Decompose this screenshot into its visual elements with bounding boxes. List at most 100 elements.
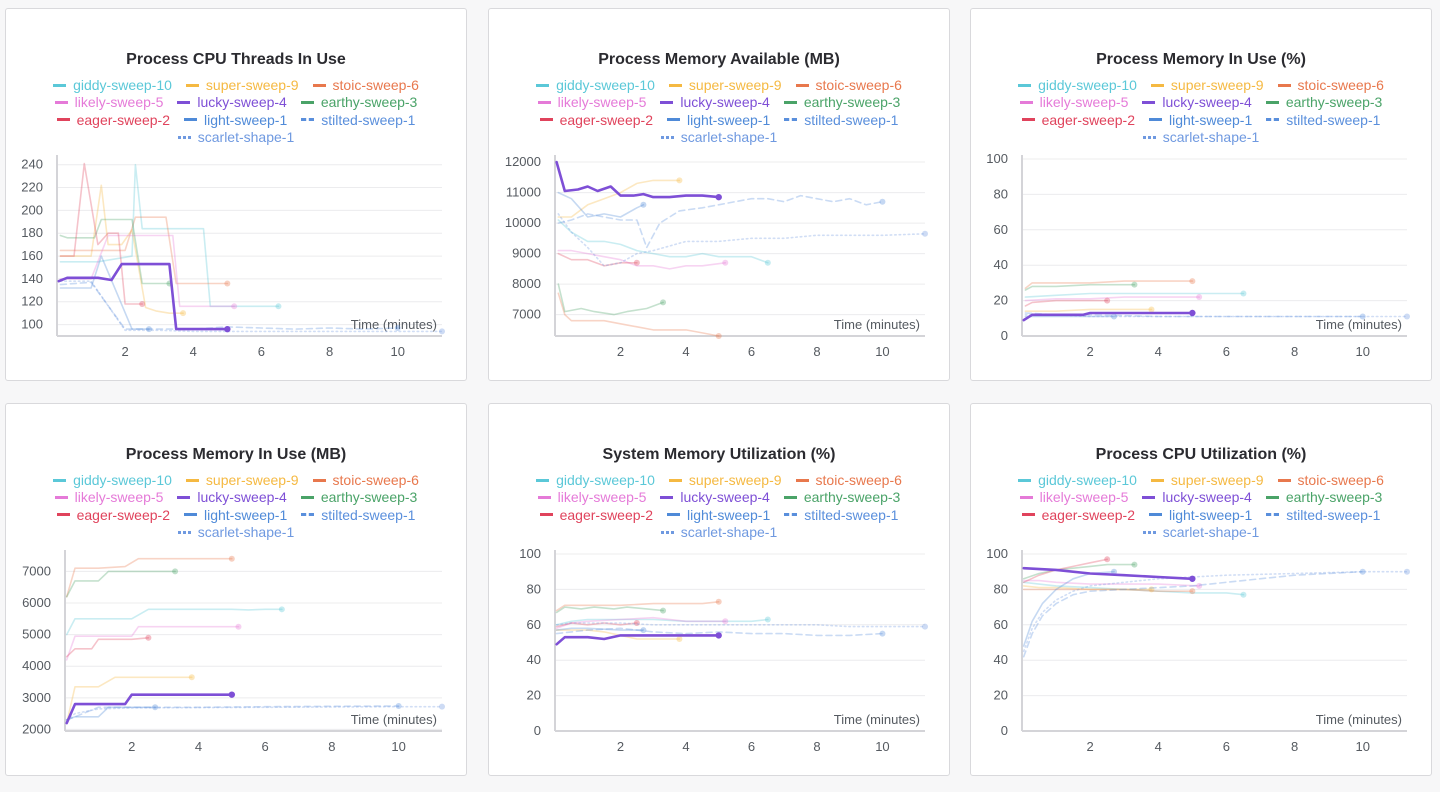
series-line-eager-sweep-2[interactable] bbox=[555, 622, 638, 628]
legend-item[interactable]: eager-sweep-2 bbox=[56, 112, 170, 129]
series-line-giddy-sweep-10[interactable] bbox=[59, 163, 280, 308]
series-end-point[interactable] bbox=[764, 259, 771, 266]
series-end-point[interactable] bbox=[715, 598, 722, 605]
legend-item[interactable]: eager-sweep-2 bbox=[539, 112, 653, 129]
legend-item[interactable]: earthy-sweep-3 bbox=[300, 94, 417, 111]
series-end-point[interactable] bbox=[1148, 586, 1155, 593]
series-line-lucky-sweep-4[interactable] bbox=[555, 634, 720, 646]
series-line-earthy-sweep-3[interactable] bbox=[1024, 283, 1136, 291]
legend-item[interactable]: scarlet-shape-1 bbox=[1142, 524, 1259, 541]
legend-item[interactable]: likely-sweep-5 bbox=[54, 489, 163, 506]
series-end-point[interactable] bbox=[660, 607, 667, 614]
series-end-point[interactable] bbox=[879, 630, 886, 637]
legend-item[interactable]: light-sweep-1 bbox=[183, 112, 287, 129]
legend-item[interactable]: stilted-sweep-1 bbox=[301, 507, 415, 524]
series-end-point[interactable] bbox=[1240, 591, 1247, 598]
legend-item[interactable]: light-sweep-1 bbox=[666, 112, 770, 129]
series-line-super-sweep-9[interactable] bbox=[59, 184, 184, 315]
series-line-stilted-sweep-1[interactable] bbox=[555, 627, 884, 637]
series-end-point[interactable] bbox=[145, 634, 152, 641]
series-end-point[interactable] bbox=[640, 627, 647, 634]
series-line-eager-sweep-2[interactable] bbox=[557, 252, 638, 267]
legend-item[interactable]: super-sweep-9 bbox=[1150, 472, 1264, 489]
series-line-stilted-sweep-1[interactable] bbox=[557, 194, 884, 249]
series-line-stoic-sweep-6[interactable] bbox=[555, 601, 720, 612]
series-line-giddy-sweep-10[interactable] bbox=[557, 219, 769, 264]
series-end-point[interactable] bbox=[1131, 561, 1138, 568]
series-end-point[interactable] bbox=[1196, 294, 1203, 301]
series-line-likely-sweep-5[interactable] bbox=[1024, 296, 1200, 302]
legend-item[interactable]: giddy-sweep-10 bbox=[53, 77, 172, 94]
series-end-point[interactable] bbox=[676, 635, 683, 642]
series-line-stoic-sweep-6[interactable] bbox=[1024, 280, 1194, 290]
series-line-light-sweep-1[interactable] bbox=[59, 255, 150, 330]
legend-item[interactable]: stoic-sweep-6 bbox=[312, 472, 419, 489]
series-line-lucky-sweep-4[interactable] bbox=[555, 160, 720, 199]
legend-item[interactable]: light-sweep-1 bbox=[183, 507, 287, 524]
series-end-point[interactable] bbox=[1189, 309, 1196, 317]
legend-item[interactable]: lucky-sweep-4 bbox=[660, 94, 770, 111]
series-line-eager-sweep-2[interactable] bbox=[65, 637, 150, 658]
legend-item[interactable]: giddy-sweep-10 bbox=[53, 472, 172, 489]
legend-item[interactable]: lucky-sweep-4 bbox=[177, 489, 287, 506]
series-line-lucky-sweep-4[interactable] bbox=[57, 262, 229, 331]
series-end-point[interactable] bbox=[1189, 588, 1196, 595]
series-line-eager-sweep-2[interactable] bbox=[1024, 299, 1108, 307]
series-end-point[interactable] bbox=[1196, 582, 1203, 589]
series-line-earthy-sweep-3[interactable] bbox=[59, 218, 171, 285]
legend-item[interactable]: earthy-sweep-3 bbox=[783, 489, 900, 506]
series-end-point[interactable] bbox=[715, 632, 722, 639]
legend-item[interactable]: earthy-sweep-3 bbox=[783, 94, 900, 111]
series-line-scarlet-shape-1[interactable] bbox=[555, 622, 926, 628]
legend-item[interactable]: stilted-sweep-1 bbox=[1266, 112, 1380, 129]
series-end-point[interactable] bbox=[660, 299, 667, 306]
series-end-point[interactable] bbox=[1404, 568, 1410, 575]
series-end-point[interactable] bbox=[922, 230, 928, 237]
legend-item[interactable]: stoic-sweep-6 bbox=[1277, 77, 1384, 94]
legend-item[interactable]: eager-sweep-2 bbox=[1021, 112, 1135, 129]
series-end-point[interactable] bbox=[922, 623, 928, 630]
series-end-point[interactable] bbox=[152, 704, 159, 711]
series-end-point[interactable] bbox=[172, 568, 179, 575]
legend-item[interactable]: super-sweep-9 bbox=[185, 472, 299, 489]
series-line-eager-sweep-2[interactable] bbox=[1022, 558, 1108, 584]
legend-item[interactable]: earthy-sweep-3 bbox=[1265, 94, 1382, 111]
series-end-point[interactable] bbox=[764, 616, 771, 623]
series-end-point[interactable] bbox=[224, 325, 231, 333]
series-end-point[interactable] bbox=[640, 201, 647, 208]
series-line-giddy-sweep-10[interactable] bbox=[555, 618, 769, 626]
series-line-stoic-sweep-6[interactable] bbox=[59, 216, 229, 285]
legend-item[interactable]: lucky-sweep-4 bbox=[177, 94, 287, 111]
series-end-point[interactable] bbox=[139, 301, 146, 308]
series-line-light-sweep-1[interactable] bbox=[557, 191, 645, 218]
legend-item[interactable]: giddy-sweep-10 bbox=[536, 472, 655, 489]
series-line-scarlet-shape-1[interactable] bbox=[65, 705, 443, 721]
series-end-point[interactable] bbox=[715, 333, 722, 339]
series-line-giddy-sweep-10[interactable] bbox=[1024, 292, 1245, 298]
series-line-super-sweep-9[interactable] bbox=[1022, 585, 1153, 591]
legend-item[interactable]: lucky-sweep-4 bbox=[660, 489, 770, 506]
series-end-point[interactable] bbox=[394, 325, 401, 332]
series-end-point[interactable] bbox=[275, 303, 282, 310]
legend-item[interactable]: earthy-sweep-3 bbox=[300, 489, 417, 506]
legend-item[interactable]: stoic-sweep-6 bbox=[795, 472, 902, 489]
legend-item[interactable]: super-sweep-9 bbox=[185, 77, 299, 94]
series-line-likely-sweep-5[interactable] bbox=[555, 616, 727, 630]
series-end-point[interactable] bbox=[1240, 290, 1247, 297]
legend-item[interactable]: giddy-sweep-10 bbox=[1018, 472, 1137, 489]
legend-item[interactable]: light-sweep-1 bbox=[1148, 112, 1252, 129]
legend-item[interactable]: super-sweep-9 bbox=[1150, 77, 1264, 94]
series-line-stoic-sweep-6[interactable] bbox=[557, 292, 720, 337]
series-end-point[interactable] bbox=[224, 280, 231, 287]
legend-item[interactable]: stilted-sweep-1 bbox=[301, 112, 415, 129]
series-end-point[interactable] bbox=[715, 193, 722, 201]
series-end-point[interactable] bbox=[188, 674, 195, 681]
series-line-stilted-sweep-1[interactable] bbox=[1022, 570, 1364, 658]
legend-item[interactable]: stoic-sweep-6 bbox=[1277, 472, 1384, 489]
series-line-likely-sweep-5[interactable] bbox=[65, 625, 240, 661]
series-end-point[interactable] bbox=[1104, 297, 1111, 304]
series-line-eager-sweep-2[interactable] bbox=[59, 162, 143, 305]
series-line-stoic-sweep-6[interactable] bbox=[1022, 588, 1194, 592]
legend-item[interactable]: scarlet-shape-1 bbox=[177, 524, 294, 541]
legend-item[interactable]: giddy-sweep-10 bbox=[1018, 77, 1137, 94]
